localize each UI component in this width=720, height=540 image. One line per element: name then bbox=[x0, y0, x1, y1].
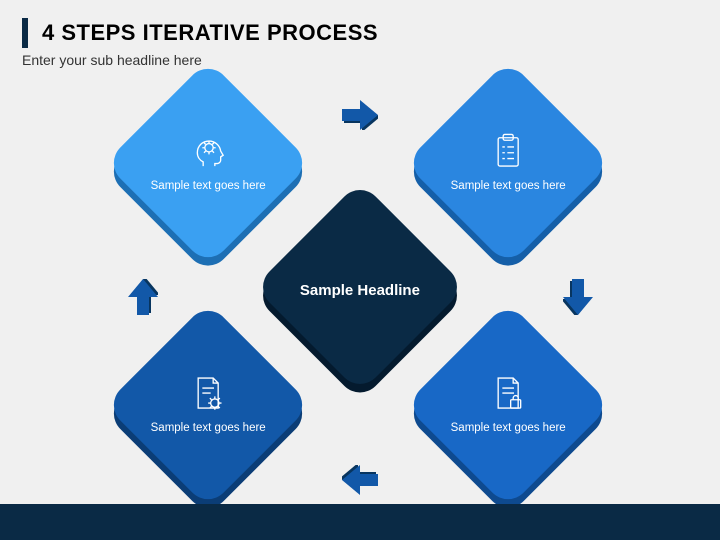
step-4-face: Sample text goes here bbox=[105, 302, 311, 508]
step-2-label: Sample text goes here bbox=[450, 179, 565, 195]
step-4-tile: Sample text goes here bbox=[105, 302, 311, 508]
diagram-canvas: Sample text goes here Sample text goes h… bbox=[0, 70, 720, 504]
center-face: Sample Headline bbox=[254, 181, 466, 393]
step-1-label: Sample text goes here bbox=[150, 179, 265, 195]
step-4-label: Sample text goes here bbox=[150, 421, 265, 437]
step-2-tile: Sample text goes here bbox=[405, 60, 611, 266]
step-1-tile: Sample text goes here bbox=[105, 60, 311, 266]
step-3-face: Sample text goes here bbox=[405, 302, 611, 508]
center-label: Sample Headline bbox=[300, 281, 420, 301]
step-2-face: Sample text goes here bbox=[405, 60, 611, 266]
center-tile: Sample Headline bbox=[254, 181, 466, 393]
doc-lock-icon bbox=[488, 373, 528, 413]
clipboard-icon bbox=[488, 131, 528, 171]
step-3-tile: Sample text goes here bbox=[405, 302, 611, 508]
arrow-left bbox=[342, 465, 378, 495]
page-title: 4 STEPS ITERATIVE PROCESS bbox=[42, 20, 378, 46]
title-bar: 4 STEPS ITERATIVE PROCESS bbox=[0, 0, 720, 48]
step-1-face: Sample text goes here bbox=[105, 60, 311, 266]
footer-band bbox=[0, 504, 720, 540]
step-3-label: Sample text goes here bbox=[450, 421, 565, 437]
page-subtitle: Enter your sub headline here bbox=[22, 52, 202, 68]
title-accent bbox=[22, 18, 28, 48]
arrow-down bbox=[563, 279, 593, 315]
arrow-up bbox=[128, 279, 158, 315]
doc-gear-icon bbox=[188, 373, 228, 413]
head-gear-icon bbox=[188, 131, 228, 171]
arrow-right bbox=[342, 100, 378, 130]
